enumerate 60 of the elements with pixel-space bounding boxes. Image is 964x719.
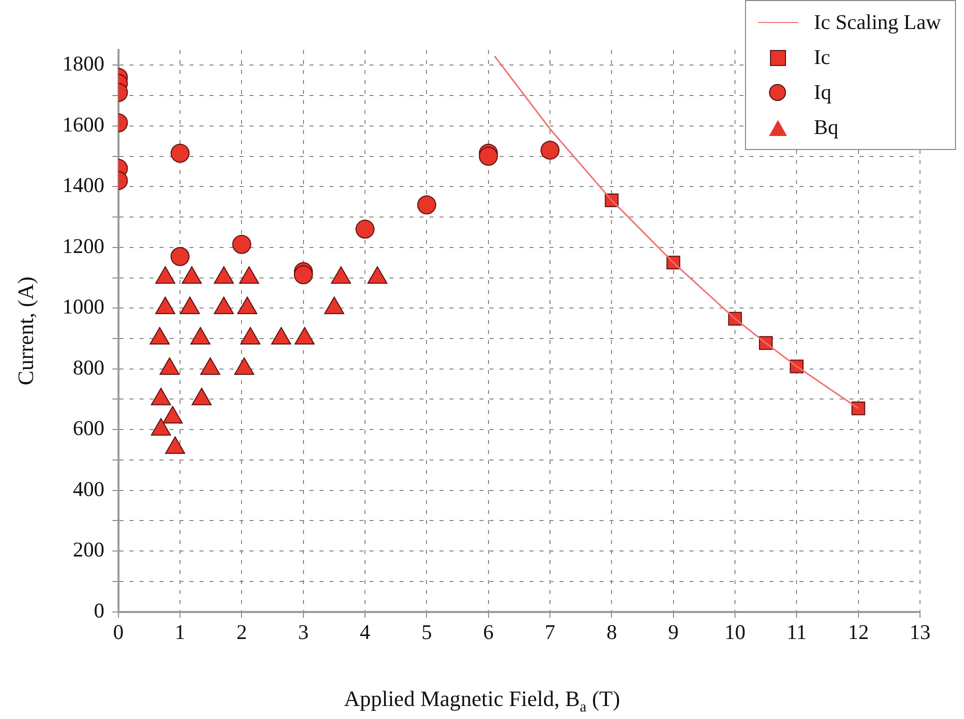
x-tick-label: 10 [724,620,746,644]
y-tick-label: 600 [72,416,104,440]
point [155,296,176,314]
point [160,357,180,375]
point [150,388,171,406]
y-tick-label: 1800 [62,52,104,76]
point [540,140,560,160]
y-tick-label: 1600 [62,112,104,136]
x-tick-label: 1 [174,620,186,644]
x-tick-label: 9 [668,620,679,644]
y-tick-label: 400 [72,476,104,501]
point [237,296,258,314]
point [170,144,190,163]
x-tick-label: 4 [360,620,371,644]
legend-label: Ic Scaling Law [814,10,941,35]
y-axis-title: Current, (A) [12,276,38,386]
point [324,296,344,314]
y-tick-label: 0 [94,598,104,622]
point [234,357,254,375]
y-tick-label: 1400 [62,173,104,198]
x-tick-label: 12 [848,620,869,644]
point [239,266,260,284]
x-tick-label: 3 [298,620,309,644]
x-tick-label: 13 [910,620,930,644]
point [192,388,212,406]
x-tick-label: 11 [786,620,807,644]
point [232,234,252,254]
point [150,418,171,436]
point [367,266,388,284]
point [356,220,375,239]
point [294,326,315,344]
point [200,357,220,375]
point [165,436,186,454]
y-tick-label: 800 [72,355,104,380]
legend-label: Ic [814,45,830,70]
point [240,326,260,344]
point [155,266,176,284]
x-tick-label: 6 [483,620,494,644]
x-tick-label: 2 [236,620,247,644]
x-tick-label: 7 [544,620,556,644]
x-tick-label: 5 [421,620,432,644]
legend-label: Iq [814,80,832,105]
point [182,266,202,284]
point [162,406,183,424]
point [478,146,498,166]
point [214,266,234,284]
x-tick-label: 8 [606,620,617,644]
point [190,326,210,344]
point [214,296,234,314]
y-tick-label: 1000 [62,294,104,319]
point [180,296,200,314]
point [330,266,352,284]
point [271,326,292,344]
x-axis-title: Applied Magnetic Field, B$_{a}$ (T) [342,686,622,716]
y-tick-label: 1200 [62,234,104,258]
point [150,326,170,344]
y-tick-label: 200 [72,538,104,562]
point [417,195,436,214]
legend-label: Bq [814,115,838,140]
x-tick-label: 0 [113,620,124,644]
